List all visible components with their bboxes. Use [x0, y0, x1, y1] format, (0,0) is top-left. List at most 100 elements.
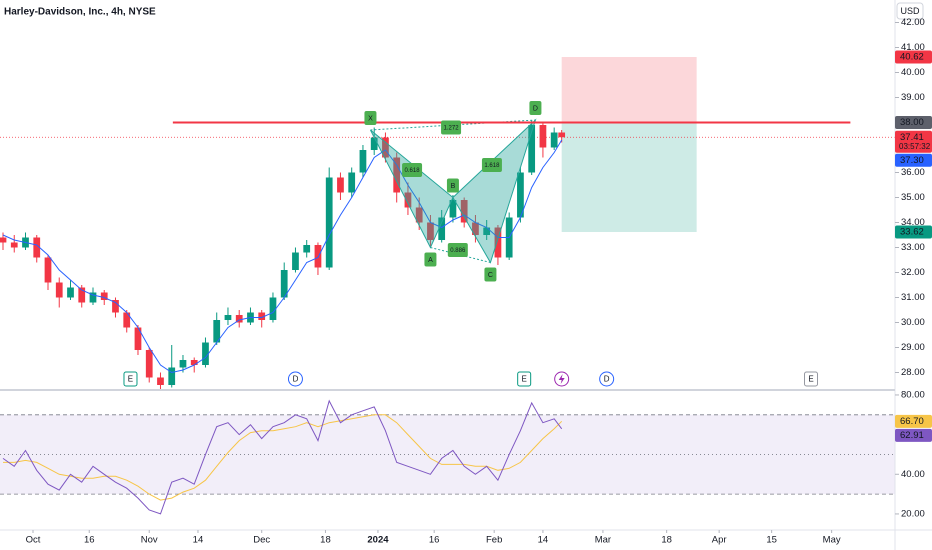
- candle-body: [280, 270, 288, 298]
- price-badge: [895, 225, 932, 239]
- x-tick-label: Oct: [26, 535, 41, 546]
- candle-body: [44, 257, 52, 283]
- candle-body: [0, 237, 7, 243]
- candle-body: [10, 242, 18, 248]
- candle-body: [67, 287, 74, 298]
- rsi-badge-label: 62.91: [900, 430, 924, 441]
- pattern-ratio-box: [402, 163, 423, 177]
- candle-body: [382, 137, 389, 158]
- price-badge-label: 40.62: [900, 52, 924, 63]
- y-tick-label: 40.00: [901, 67, 925, 78]
- countdown: 03:57:32: [899, 142, 931, 151]
- pattern-point-label: B: [451, 183, 456, 190]
- pattern-point-label-box: [364, 111, 377, 125]
- y-tick-label: 31.00: [901, 292, 925, 303]
- stop-zone: [561, 57, 697, 123]
- candle-body: [449, 200, 457, 218]
- x-tick-label: Mar: [595, 535, 611, 546]
- rsi-line: [2, 399, 563, 515]
- x-tick-label: Nov: [141, 535, 158, 546]
- pattern-point-label-box: [446, 178, 459, 193]
- candle-body: [224, 315, 232, 320]
- moving-average: [2, 139, 563, 374]
- candle-body: [78, 287, 86, 303]
- price-badge-label: 33.62: [900, 227, 924, 238]
- price-badge: [895, 50, 932, 64]
- pattern-point-label: X: [368, 115, 373, 122]
- rsi-badge: [895, 414, 932, 428]
- candle-body: [258, 312, 266, 320]
- event-label: E: [522, 375, 527, 384]
- price-badge-label: 37.41: [900, 132, 924, 143]
- event-label: E: [808, 375, 813, 384]
- price-badge: [895, 116, 932, 129]
- candle-body: [460, 200, 468, 223]
- candle-body: [303, 245, 311, 253]
- candle-body: [314, 245, 322, 268]
- pattern-point-label: A: [428, 257, 433, 264]
- rsi-badge: [895, 428, 932, 442]
- candle-body: [235, 315, 243, 323]
- rsi-tick-label: 20.00: [901, 508, 925, 519]
- candle-body: [213, 320, 221, 343]
- pattern-ratio-box: [447, 243, 468, 257]
- candle-body: [550, 132, 558, 148]
- candle-body: [112, 300, 119, 313]
- y-tick-label: 41.00: [901, 42, 925, 53]
- pattern-ratio: 1.272: [444, 126, 460, 132]
- event-label: D: [293, 375, 299, 384]
- candle-body: [359, 150, 367, 173]
- price-badge: [895, 153, 932, 167]
- candle-body: [325, 177, 333, 268]
- currency[interactable]: USD: [900, 6, 920, 16]
- dividend-marker: [599, 371, 615, 387]
- candle-body: [528, 125, 536, 173]
- candle-body: [179, 360, 187, 368]
- pattern-ratio: 0.886: [450, 248, 466, 254]
- x-tick-label: 16: [84, 535, 95, 546]
- candle-body: [337, 177, 344, 193]
- candle-body: [472, 222, 479, 235]
- target-zone: [561, 122, 697, 232]
- candle-body: [393, 157, 401, 193]
- y-tick-label: 33.00: [901, 242, 925, 253]
- candle-body: [269, 297, 277, 320]
- candle-body: [370, 137, 378, 150]
- event-label: D: [604, 375, 610, 384]
- chart-title: Harley-Davidson, Inc., 4h, NYSE: [4, 7, 156, 18]
- currency-box[interactable]: [896, 2, 924, 20]
- y-tick-label: 42.00: [901, 17, 925, 28]
- x-tick-label: 2024: [367, 535, 389, 546]
- pattern-point-label-box: [484, 267, 497, 282]
- candle-body: [415, 207, 423, 223]
- candle-body: [123, 312, 131, 328]
- candle-body: [558, 132, 566, 138]
- x-tick-label: 14: [193, 535, 204, 546]
- lightning-icon: [558, 374, 565, 384]
- pattern-point-label-box: [529, 101, 542, 115]
- y-tick-label: 28.00: [901, 367, 925, 378]
- earnings-marker: [804, 371, 819, 387]
- pattern-ratio-box: [481, 158, 502, 172]
- candle-body: [539, 125, 547, 148]
- rsi-ma: [3, 414, 563, 501]
- pattern-point-label-box: [424, 252, 437, 267]
- candle-body: [100, 292, 108, 300]
- price-badge-label: 37.30: [900, 155, 924, 166]
- candle-body: [202, 342, 209, 365]
- candle-body: [55, 282, 63, 298]
- pattern-ratio: 1.618: [484, 163, 500, 169]
- earnings-marker: [123, 371, 138, 387]
- candle-body: [190, 360, 198, 365]
- rsi-badge-label: 66.70: [900, 416, 924, 427]
- y-tick-label: 32.00: [901, 267, 925, 278]
- x-tick-label: Apr: [712, 535, 727, 546]
- candle-body: [145, 350, 153, 378]
- candle-body: [517, 172, 524, 218]
- x-tick-label: May: [823, 535, 841, 546]
- y-tick-label: 35.00: [901, 192, 925, 203]
- candle-body: [494, 227, 502, 258]
- x-tick-label: 16: [429, 535, 440, 546]
- y-tick-label: 29.00: [901, 342, 925, 353]
